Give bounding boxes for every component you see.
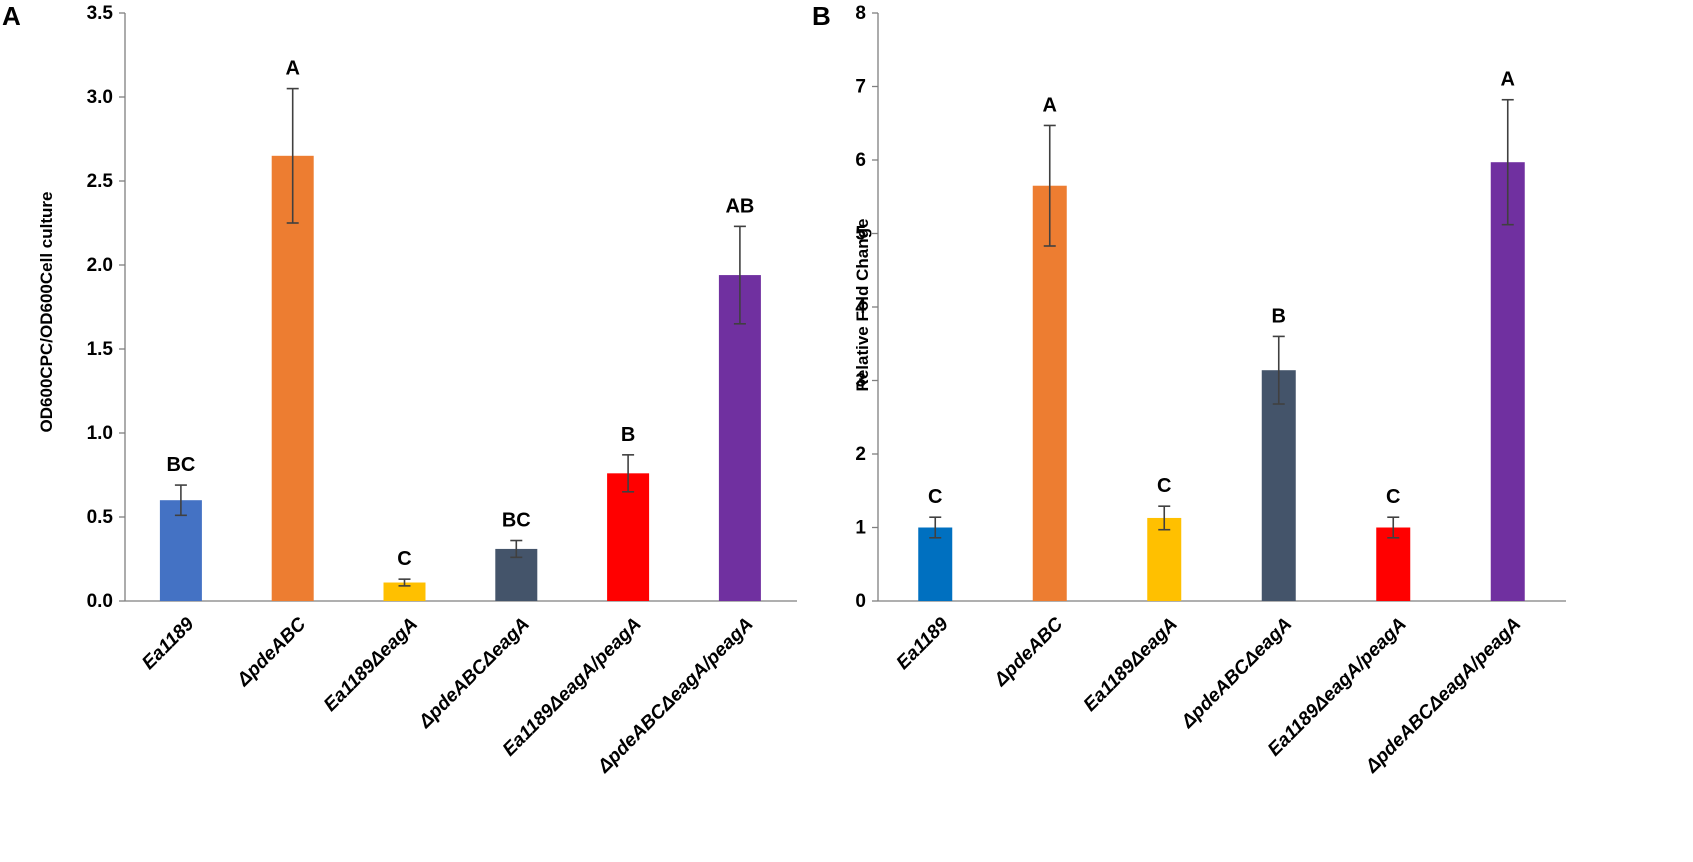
bar: [271, 155, 314, 602]
y-tick-label: 1.5: [87, 339, 114, 360]
category-label: Ea1189ΔeagA: [1080, 614, 1182, 716]
bar: [718, 275, 761, 601]
bar: [918, 527, 953, 601]
bar: [159, 500, 202, 601]
significance-label: C: [1386, 486, 1400, 508]
bar: [1032, 185, 1067, 601]
y-tick-label: 6: [855, 150, 866, 171]
significance-label: AB: [725, 195, 754, 217]
panel-letter: A: [2, 1, 21, 31]
y-tick-label: 7: [855, 77, 866, 98]
bar: [1147, 517, 1182, 601]
panel-b: B 0 1 2 3 4 5 6 7 8 Relative Fold Change C Ea1189 A Δp…: [812, 1, 1566, 778]
y-tick-label: 2: [855, 444, 866, 465]
category-label: ΔpdeABC: [233, 613, 311, 691]
bar: [607, 473, 650, 601]
category-label: Ea1189: [138, 613, 198, 673]
y-tick-label: 1: [855, 518, 866, 539]
panel-letter: B: [812, 1, 831, 31]
y-tick-label: 3: [855, 371, 866, 392]
category-label: ΔpdeABCΔeagA: [1177, 614, 1296, 733]
y-tick-label: 0.5: [87, 507, 114, 528]
significance-label: C: [397, 548, 411, 570]
bar: [1261, 370, 1296, 601]
significance-label: BC: [502, 510, 531, 532]
y-tick-label: 0: [855, 591, 866, 612]
y-tick-label: 2.0: [87, 255, 113, 276]
significance-label: C: [1157, 475, 1171, 497]
y-axis-title: OD600CPC/OD600Cell culture: [37, 192, 56, 433]
significance-label: A: [1043, 94, 1057, 116]
significance-label: A: [285, 58, 299, 80]
bar: [383, 582, 426, 601]
y-tick-label: 1.0: [87, 423, 113, 444]
category-label: Ea1189ΔeagA: [320, 614, 422, 716]
significance-label: BC: [166, 454, 195, 476]
bar: [1376, 527, 1411, 601]
y-tick-label: 4: [855, 297, 866, 318]
y-tick-label: 5: [855, 224, 866, 245]
y-tick-label: 2.5: [87, 171, 114, 192]
bar: [1490, 162, 1525, 601]
significance-label: B: [1272, 305, 1286, 327]
panel-a: A 0.0 0.5 1.0 1.5 2.0 2.5 3.0 3.5 OD600CPC/OD600C…: [2, 1, 797, 778]
y-tick-label: 3.0: [87, 87, 113, 108]
significance-label: C: [928, 486, 942, 508]
y-axis-title: Relative Fold Change: [853, 219, 872, 392]
significance-label: A: [1501, 69, 1515, 91]
category-label: ΔpdeABCΔeagA: [414, 614, 533, 733]
category-label: ΔpdeABC: [990, 613, 1068, 691]
y-tick-label: 8: [855, 3, 866, 24]
significance-label: B: [621, 424, 635, 446]
y-tick-label: 0.0: [87, 591, 113, 612]
y-tick-label: 3.5: [87, 3, 114, 24]
category-label: Ea1189: [893, 613, 953, 673]
